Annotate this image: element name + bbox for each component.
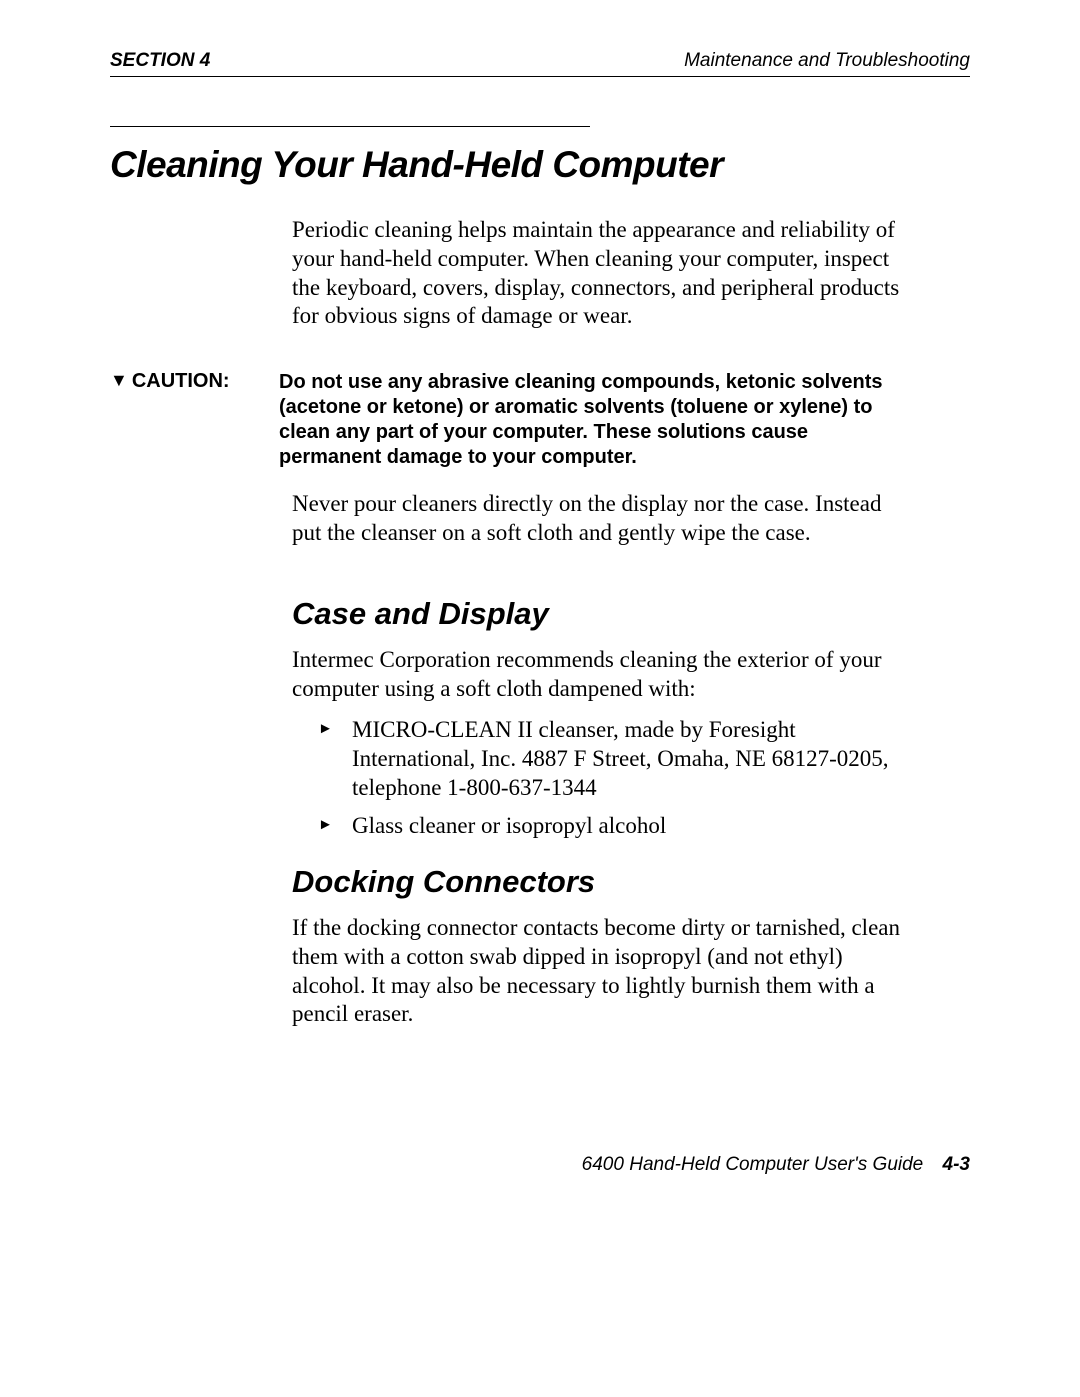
footer-guide: 6400 Hand-Held Computer User's Guide	[582, 1154, 924, 1175]
docking-paragraph: If the docking connector contacts become…	[292, 914, 907, 1029]
caution-triangle-icon: ▼	[110, 370, 128, 391]
footer-page-number: 4-3	[943, 1154, 970, 1175]
caution-label-text: CAUTION:	[132, 370, 230, 392]
case-display-list: MICRO-CLEAN II cleanser, made by Foresig…	[318, 716, 903, 851]
document-page: SECTION 4 Maintenance and Troubleshootin…	[0, 0, 1080, 1397]
case-display-intro: Intermec Corporation recommends cleaning…	[292, 646, 907, 704]
running-header: SECTION 4 Maintenance and Troubleshootin…	[110, 50, 970, 77]
caution-text: Do not use any abrasive cleaning compoun…	[279, 370, 891, 470]
case-display-heading: Case and Display	[292, 596, 549, 632]
section-label: SECTION	[110, 50, 194, 71]
list-item: MICRO-CLEAN II cleanser, made by Foresig…	[318, 716, 903, 802]
header-chapter: Maintenance and Troubleshooting	[684, 50, 970, 72]
intro-paragraph: Periodic cleaning helps maintain the app…	[292, 216, 907, 331]
title-rule	[110, 126, 590, 127]
caution-label: ▼CAUTION:	[110, 370, 275, 393]
never-paragraph: Never pour cleaners directly on the disp…	[292, 490, 907, 548]
caution-block: ▼CAUTION: Do not use any abrasive cleani…	[110, 370, 910, 470]
page-title: Cleaning Your Hand-Held Computer	[110, 144, 723, 186]
header-left: SECTION 4	[110, 50, 210, 72]
section-number: 4	[200, 50, 211, 71]
list-item: Glass cleaner or isopropyl alcohol	[318, 812, 903, 841]
page-footer: 6400 Hand-Held Computer User's Guide 4-3	[110, 1154, 970, 1176]
docking-heading: Docking Connectors	[292, 864, 595, 900]
